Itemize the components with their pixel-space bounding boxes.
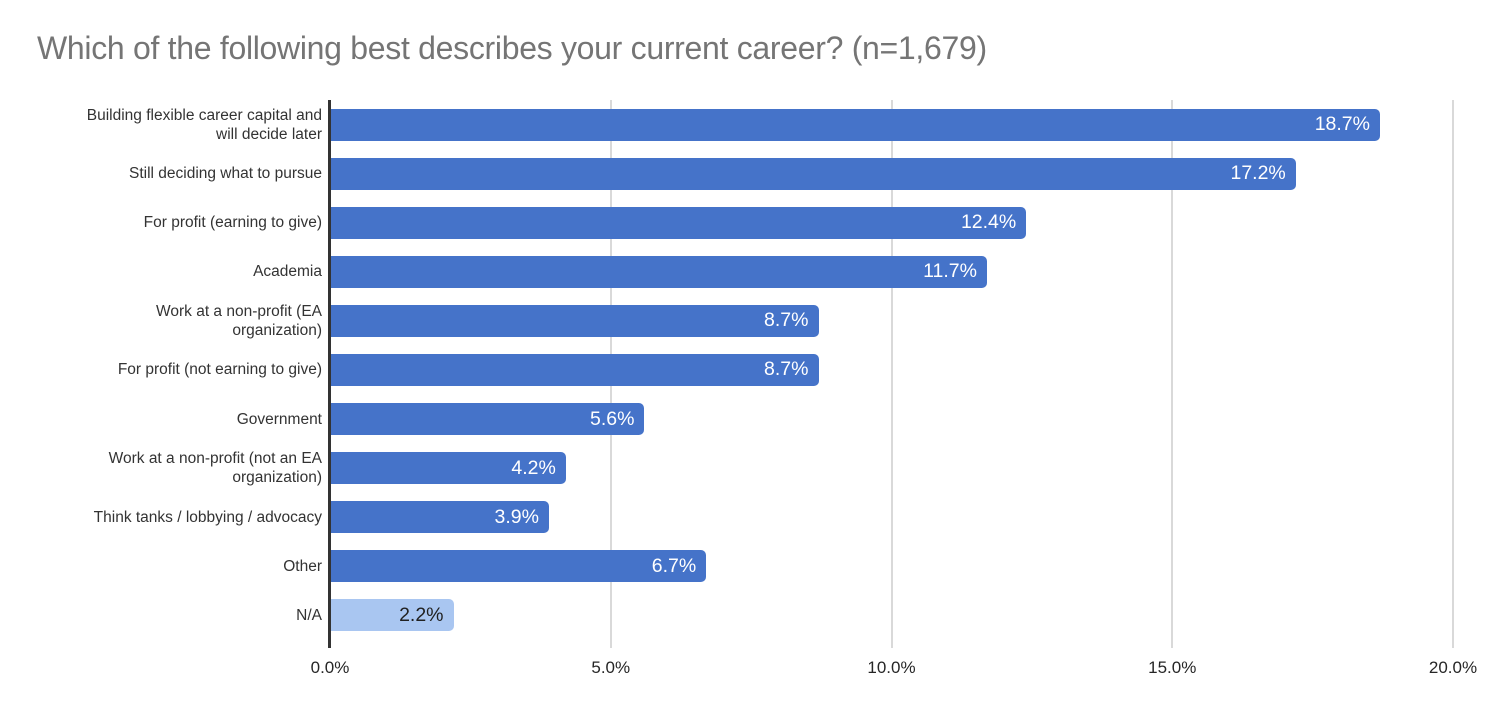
bar-value-label: 2.2% — [399, 603, 444, 626]
bar-row: 5.6% — [330, 395, 1453, 444]
y-axis-line — [328, 100, 331, 648]
category-label: Academia — [253, 263, 322, 281]
bar: 3.9% — [330, 501, 549, 534]
x-tick-label: 20.0% — [1428, 658, 1478, 677]
bar-value-label: 8.7% — [764, 309, 809, 332]
bar-row: 3.9% — [330, 493, 1453, 542]
category-label: Still deciding what to pursue — [128, 165, 322, 183]
bar-row: 2.2% — [330, 591, 1453, 640]
gridline — [1452, 100, 1454, 648]
bar-row: 4.2% — [330, 444, 1453, 493]
bar: 8.7% — [330, 353, 819, 386]
bar: 11.7% — [330, 255, 987, 288]
x-axis: 0.0% 5.0% 10.0% 15.0% 20.0% — [311, 658, 1477, 688]
x-tick-label: 5.0% — [591, 658, 631, 677]
bar-row: 12.4% — [330, 198, 1453, 247]
bar: 2.2% — [330, 599, 454, 632]
category-label: Building flexible career capital and wil… — [86, 106, 322, 143]
bar: 5.6% — [330, 403, 645, 436]
category-label: For profit (not earning to give) — [117, 361, 322, 379]
x-tick-label: 0.0% — [310, 658, 350, 677]
category-label: Work at a non-profit (not an EA organiza… — [108, 450, 322, 487]
bar-row: 11.7% — [330, 247, 1453, 296]
x-tick-label: 10.0% — [867, 658, 916, 677]
bar-value-label: 6.7% — [651, 554, 697, 577]
bar-row: 8.7% — [330, 296, 1453, 345]
bar-row: 17.2% — [330, 149, 1453, 198]
category-label: Government — [236, 410, 322, 428]
gridline — [1171, 100, 1174, 648]
category-label: Work at a non-profit (EA organization) — [156, 302, 322, 339]
bar-value-label: 4.2% — [511, 456, 556, 479]
bar-value-label: 18.7% — [1314, 113, 1370, 136]
bar-value-label: 17.2% — [1230, 162, 1286, 185]
bar-value-label: 11.7% — [923, 260, 977, 283]
bar: 4.2% — [330, 452, 566, 485]
category-label: Other — [283, 557, 322, 575]
bar: 18.7% — [330, 108, 1380, 141]
category-label: For profit (earning to give) — [143, 214, 322, 232]
x-tick-label: 15.0% — [1148, 658, 1197, 677]
category-labels-column: Building flexible career capital and wil… — [20, 100, 322, 640]
bar: 6.7% — [330, 550, 707, 583]
bar-value-label: 3.9% — [494, 505, 539, 528]
gridline — [890, 100, 893, 648]
bar-value-label: 12.4% — [960, 211, 1017, 234]
category-label: Think tanks / lobbying / advocacy — [93, 508, 322, 526]
bar: 8.7% — [330, 304, 819, 337]
bar: 12.4% — [330, 206, 1027, 239]
bar-value-label: 5.6% — [589, 407, 635, 430]
bar-value-label: 8.7% — [764, 358, 809, 381]
bar: 17.2% — [330, 157, 1296, 190]
bar-row: 8.7% — [330, 345, 1453, 394]
plot-area: 18.7% 17.2% 12.4% 11.7% 8.7% 8.7% 5.6% 4.2% 3.9%… — [330, 100, 1454, 648]
category-label: N/A — [296, 606, 322, 624]
bar-row: 6.7% — [330, 542, 1453, 591]
bar-row: 18.7% — [330, 100, 1453, 149]
chart-title: Which of the following best describes yo… — [37, 30, 987, 66]
